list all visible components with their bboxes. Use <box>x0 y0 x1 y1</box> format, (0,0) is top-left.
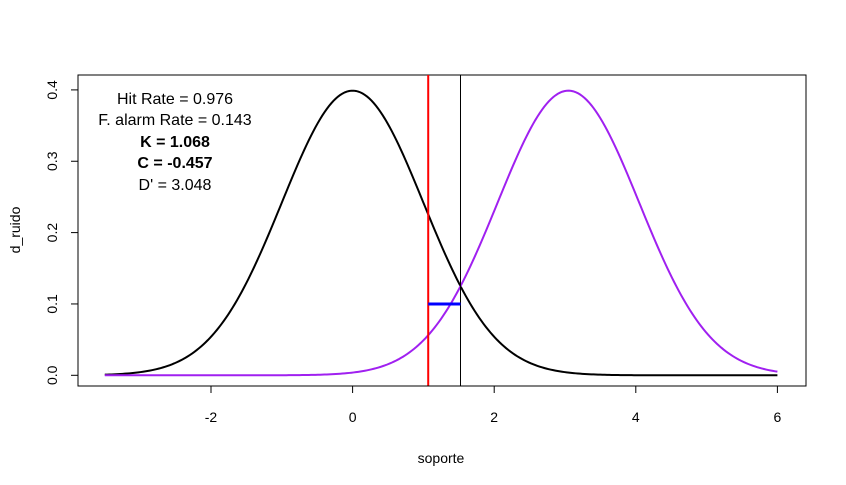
x-tick-label: 0 <box>349 409 357 425</box>
y-axis: 0.0 0.1 0.2 0.3 0.4 <box>44 80 79 385</box>
x-tick-label: 2 <box>490 409 498 425</box>
density-curve-2 <box>104 89 778 377</box>
x-axis: -2 0 2 4 6 <box>205 385 782 425</box>
annotation-line: K = 1.068 <box>140 134 210 151</box>
x-tick-label: 4 <box>632 409 640 425</box>
reference-lines <box>427 75 461 386</box>
annotation-line: D' = 3.048 <box>139 177 212 194</box>
annotation-block: Hit Rate = 0.976 F. alarm Rate = 0.143 K =… <box>98 91 252 194</box>
density-curve-1 <box>104 89 778 377</box>
x-tick-label: 6 <box>774 409 782 425</box>
y-axis-title: d_ruido <box>7 206 23 253</box>
annotation-line: F. alarm Rate = 0.143 <box>98 112 252 129</box>
x-axis-title: soporte <box>418 450 465 466</box>
annotation-line: Hit Rate = 0.976 <box>117 91 233 108</box>
y-tick-label: 0.0 <box>44 365 60 385</box>
y-tick-label: 0.3 <box>44 151 60 171</box>
y-tick-label: 0.4 <box>44 80 60 100</box>
density-curves <box>104 89 778 377</box>
annotation-line: C = -0.457 <box>137 155 212 172</box>
x-tick-label: -2 <box>205 409 218 425</box>
y-tick-label: 0.2 <box>44 223 60 243</box>
y-tick-label: 0.1 <box>44 294 60 314</box>
